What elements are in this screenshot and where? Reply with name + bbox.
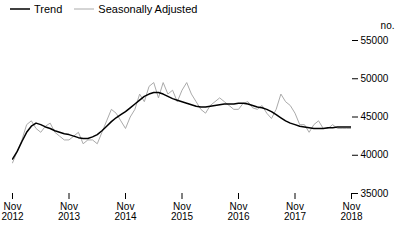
svg-text:35000: 35000 (361, 188, 389, 199)
svg-text:no.: no. (381, 20, 395, 31)
html-text:Trend: Trend (34, 3, 63, 15)
html-text:Seasonally Adjusted: Seasonally Adjusted (98, 3, 198, 15)
svg-text:Nov2017: Nov2017 (284, 201, 307, 222)
svg-text:Nov2016: Nov2016 (227, 201, 250, 222)
svg-text:55000: 55000 (361, 35, 389, 46)
svg-text:45000: 45000 (361, 111, 389, 122)
svg-text:40000: 40000 (361, 149, 389, 160)
svg-text:Nov2018: Nov2018 (340, 201, 363, 222)
svg-text:Nov2012: Nov2012 (1, 201, 24, 222)
svg-text:Nov2014: Nov2014 (114, 201, 137, 222)
svg-text:Nov2015: Nov2015 (171, 201, 194, 222)
svg-text:Nov2013: Nov2013 (58, 201, 81, 222)
svg-text:50000: 50000 (361, 73, 389, 84)
